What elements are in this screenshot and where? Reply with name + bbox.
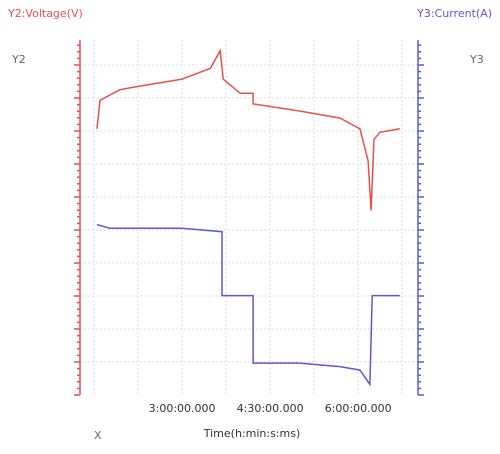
x-tick-label: 3:00:00.000 [149,402,216,415]
y3-label: Y3:Current(A) [416,7,492,20]
y2-axis-name: Y2 [11,53,26,66]
x-label: Time(h:min:s:ms) [203,427,301,440]
y3-axis-name: Y3 [469,53,484,66]
x-axis-name: X [94,429,102,442]
x-tick-label: 6:00:00.000 [325,402,392,415]
x-tick-label: 4:30:00.000 [237,402,304,415]
y2-label: Y2:Voltage(V) [7,7,83,20]
series-line [96,48,400,211]
series-line [96,223,400,387]
